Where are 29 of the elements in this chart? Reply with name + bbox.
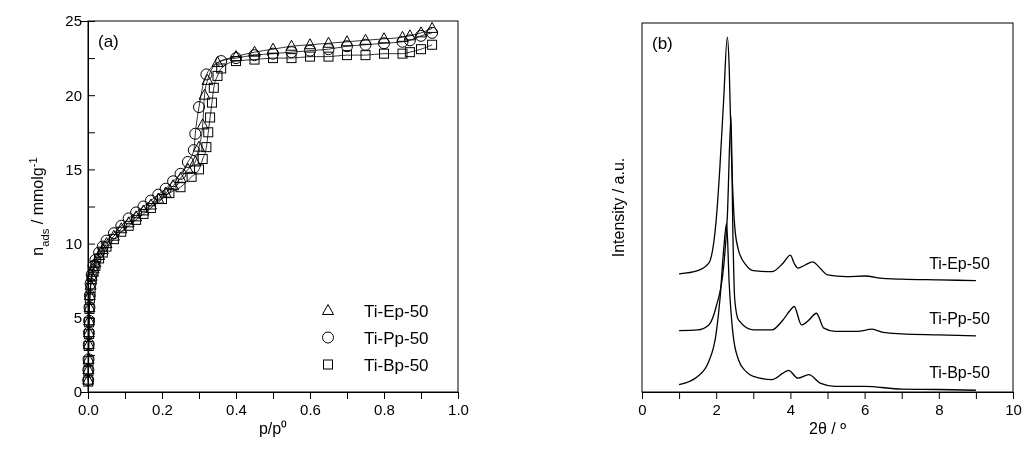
legend-label: Ti-Bp-50 — [364, 355, 429, 375]
x-tick-label: 0.4 — [226, 400, 247, 418]
x-tick-label: 0 — [638, 400, 647, 418]
x-tick-label: 2 — [712, 400, 721, 418]
x-tick-label: 1.0 — [448, 400, 469, 418]
x-tick-label: 10 — [1005, 400, 1022, 418]
legend-label: Ti-Ep-50 — [364, 301, 429, 321]
annotation: (a) — [98, 32, 119, 51]
y-tick-label: 20 — [65, 86, 82, 104]
y-tick-label: 15 — [65, 160, 82, 178]
x-tick-label: 6 — [860, 400, 870, 418]
y-tick-label: 10 — [65, 234, 82, 252]
annotation: (b) — [652, 34, 673, 53]
x-tick-label: 0.2 — [152, 400, 173, 418]
y-tick-label: 25 — [65, 12, 82, 30]
series-label: Ti-Pp-50 — [929, 309, 990, 327]
x-tick-label: 8 — [935, 400, 944, 418]
y-tick-label: 5 — [73, 309, 82, 327]
x-axis-title: p/p⁰ — [258, 420, 288, 437]
x-axis-title: 2θ / º — [809, 420, 847, 437]
y-axis-title: Intensity / a.u. — [610, 157, 627, 258]
legend-label: Ti-Pp-50 — [364, 328, 429, 348]
series-label: Ti-Ep-50 — [929, 254, 990, 272]
x-tick-label: 0.6 — [300, 400, 321, 418]
y-tick-label: 0 — [73, 383, 82, 401]
x-tick-label: 0.8 — [374, 400, 395, 418]
x-tick-label: 4 — [786, 400, 796, 418]
series-label: Ti-Bp-50 — [929, 364, 990, 382]
x-tick-label: 0.0 — [78, 400, 99, 418]
